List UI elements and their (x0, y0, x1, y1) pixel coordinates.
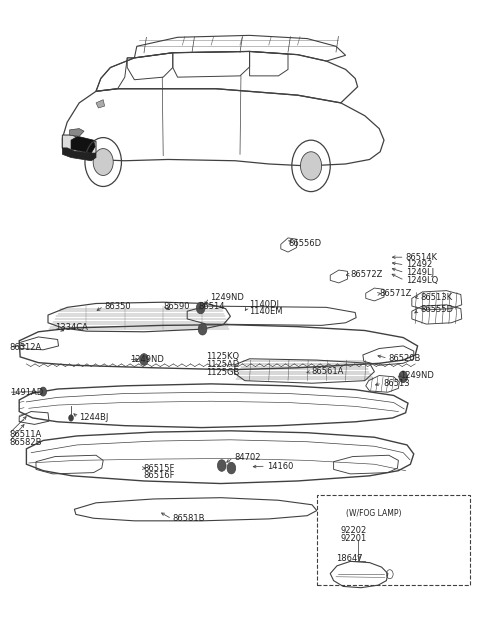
Text: (W/FOG LAMP): (W/FOG LAMP) (346, 509, 401, 518)
Text: 1140EM: 1140EM (249, 307, 282, 316)
Text: 86590: 86590 (163, 302, 190, 311)
Text: 86514K: 86514K (406, 253, 438, 262)
Text: 1249LQ: 1249LQ (406, 276, 438, 285)
Circle shape (196, 302, 205, 314)
Text: 84702: 84702 (234, 453, 261, 462)
Polygon shape (62, 148, 96, 161)
Text: 14160: 14160 (267, 462, 293, 471)
Text: 92201: 92201 (341, 534, 367, 543)
Text: 86556D: 86556D (288, 239, 321, 248)
Text: 86514: 86514 (198, 302, 225, 311)
Text: 86520B: 86520B (389, 354, 421, 363)
Bar (317, 495, 470, 585)
Text: 12492: 12492 (406, 260, 432, 269)
Text: 1244BJ: 1244BJ (79, 413, 108, 422)
Circle shape (217, 460, 226, 471)
Text: 86572Z: 86572Z (350, 270, 383, 279)
Polygon shape (96, 100, 105, 108)
Polygon shape (70, 129, 84, 136)
Text: 1125GB: 1125GB (206, 368, 240, 377)
Text: 1334CA: 1334CA (55, 323, 88, 332)
Circle shape (69, 415, 73, 421)
Text: 86555D: 86555D (420, 305, 453, 314)
Circle shape (40, 387, 47, 396)
Text: 86513: 86513 (383, 379, 409, 388)
Text: 1491AD: 1491AD (10, 388, 43, 397)
Circle shape (198, 323, 207, 335)
Text: 1140DJ: 1140DJ (249, 300, 278, 309)
Circle shape (140, 354, 148, 365)
Text: 86350: 86350 (105, 302, 131, 311)
Text: 86516F: 86516F (143, 471, 175, 480)
Text: 1249ND: 1249ND (400, 371, 434, 380)
Text: 86515F: 86515F (143, 464, 174, 473)
Text: 86513K: 86513K (420, 293, 452, 302)
Text: 86581B: 86581B (173, 514, 205, 523)
Text: 1249LJ: 1249LJ (406, 268, 434, 277)
Text: 92202: 92202 (341, 526, 367, 535)
Polygon shape (62, 135, 96, 159)
Text: 86512A: 86512A (10, 343, 42, 352)
Text: 86582B: 86582B (10, 438, 42, 447)
Circle shape (93, 149, 113, 176)
Text: 86511A: 86511A (10, 430, 42, 439)
Text: 1125KQ: 1125KQ (206, 352, 240, 361)
Text: 1125AD: 1125AD (206, 360, 240, 369)
Text: 1249ND: 1249ND (210, 293, 244, 302)
Text: 18647: 18647 (336, 554, 362, 563)
Text: 86571Z: 86571Z (379, 289, 411, 298)
Circle shape (300, 152, 322, 180)
Circle shape (399, 371, 408, 383)
Polygon shape (71, 136, 95, 153)
Circle shape (227, 462, 236, 474)
Text: 1249ND: 1249ND (130, 355, 164, 364)
Text: 86561A: 86561A (311, 367, 343, 376)
